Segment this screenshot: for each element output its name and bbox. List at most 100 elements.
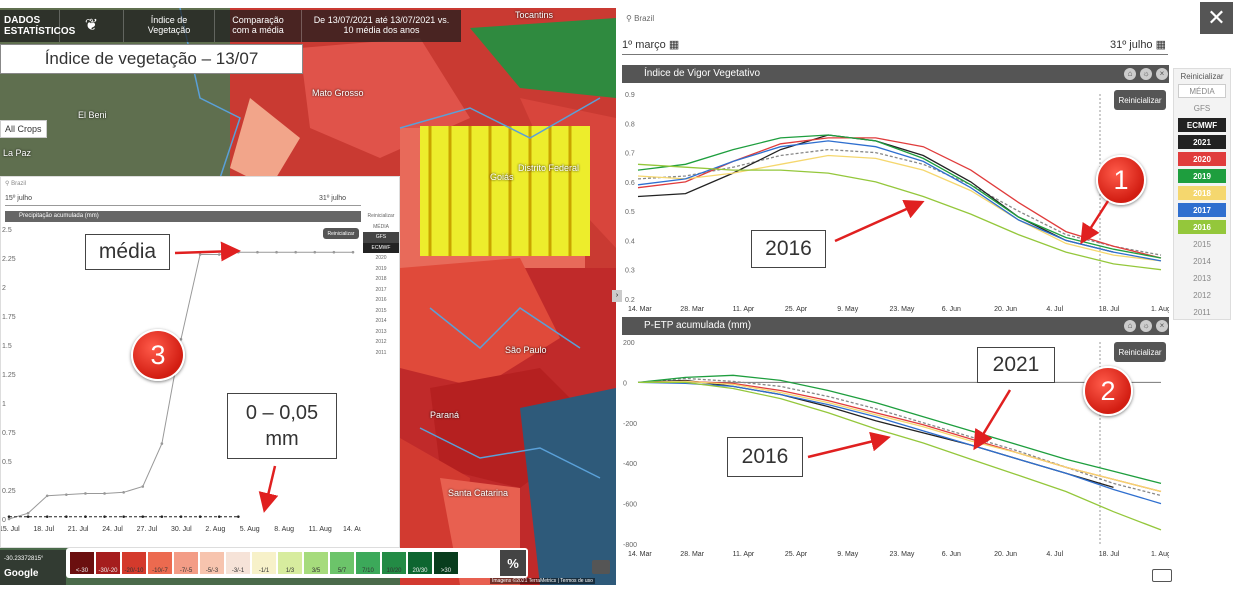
x-tick-label: 15. Jul: [1, 526, 20, 533]
map-title-box: Índice de vegetação – 13/07: [0, 44, 303, 74]
legend-item-2019[interactable]: 2019: [1178, 169, 1226, 183]
legend-swatch[interactable]: -3/-1: [226, 552, 250, 574]
legend-item-média[interactable]: MÉDIA: [1178, 84, 1226, 98]
data-point: [122, 515, 125, 518]
mini-legend-item[interactable]: 2018: [375, 276, 387, 282]
legend-swatch[interactable]: -20/-10: [122, 552, 146, 574]
marker-2: 2: [1083, 366, 1133, 416]
mini-legend-item[interactable]: 2019: [375, 265, 387, 272]
chart-export-button[interactable]: [1152, 569, 1172, 582]
data-point: [160, 515, 164, 518]
y-tick-label: 1.25: [2, 372, 16, 379]
close-icon[interactable]: ×: [1156, 68, 1168, 80]
collapse-handle[interactable]: ›: [612, 290, 622, 302]
legend-swatch[interactable]: 7/10: [356, 552, 380, 574]
vegetation-index-tab[interactable]: Índice de Vegetação: [124, 10, 215, 42]
period-tab[interactable]: De 13/07/2021 até 13/07/2021 vs. 10 médi…: [313, 15, 450, 35]
y-tick-label: 0.6: [625, 180, 635, 187]
map-layers-button[interactable]: [592, 560, 610, 574]
date-end[interactable]: 31º julho: [1110, 39, 1153, 51]
calendar-icon[interactable]: ▦: [1155, 39, 1167, 51]
settings-icon[interactable]: ☼: [1140, 68, 1152, 80]
legend-item-2014[interactable]: 2014: [1193, 256, 1211, 266]
series-line-2019: [637, 374, 1162, 485]
mini-legend-item[interactable]: 2015: [375, 307, 387, 314]
legend-item-ecmwf[interactable]: ECMWF: [1178, 118, 1226, 132]
info-icon[interactable]: ⌂: [1124, 320, 1136, 332]
legend-item-2016[interactable]: 2016: [1178, 220, 1226, 234]
mini-reset-button[interactable]: Reinicializar: [323, 228, 359, 239]
x-tick-label: 5. Aug: [240, 526, 260, 533]
mini-legend-item[interactable]: 2017: [375, 286, 387, 293]
chart2-reset-button[interactable]: Reinicializar: [1114, 342, 1166, 362]
x-tick-label: 18. Jul: [33, 526, 54, 533]
legend-swatch[interactable]: 3/5: [304, 552, 328, 574]
legend-swatch[interactable]: -7/-5: [174, 552, 198, 574]
legend-item-2015[interactable]: 2015: [1193, 239, 1211, 249]
legend-item-gfs[interactable]: GFS: [1193, 103, 1211, 113]
legend-item-2017[interactable]: 2017: [1178, 203, 1226, 217]
x-tick-label: 28. Mar: [680, 551, 704, 558]
calendar-icon[interactable]: ▦: [668, 39, 680, 51]
legend-item-2011[interactable]: 2011: [1193, 307, 1211, 317]
legend-swatch[interactable]: 10/20: [382, 552, 406, 574]
y-tick-label: -200: [623, 421, 637, 428]
data-point: [217, 515, 221, 518]
mini-legend-item[interactable]: GFS: [363, 232, 399, 243]
legend-item-2020[interactable]: 2020: [1178, 152, 1226, 166]
mini-legend-item[interactable]: 2016: [375, 297, 387, 303]
data-point: [313, 250, 317, 254]
all-crops-button[interactable]: All Crops: [0, 120, 47, 138]
legend-swatch[interactable]: -5/-3: [200, 552, 224, 574]
y-tick-label: 0.9: [625, 92, 635, 99]
comparison-tab[interactable]: Comparação com a média: [215, 10, 302, 42]
legend-swatch[interactable]: 1/3: [278, 552, 302, 574]
mini-legend-item[interactable]: 2012: [375, 339, 387, 345]
mini-legend-item[interactable]: 2014: [375, 318, 387, 324]
date-start[interactable]: 1º março: [622, 39, 666, 51]
chart1-reset-button[interactable]: Reinicializar: [1114, 90, 1166, 110]
leaf-icon[interactable]: ❦: [60, 10, 124, 42]
mini-legend-item[interactable]: MÉDIA: [373, 223, 389, 230]
mini-legend-item[interactable]: Reinicializar: [367, 213, 395, 219]
x-tick-label: 1. Aug: [1151, 306, 1169, 313]
legend-swatch[interactable]: 20/30: [408, 552, 432, 574]
place-label: São Paulo: [505, 345, 547, 355]
y-tick-label: 1: [2, 401, 6, 408]
legend-swatch[interactable]: -30/-20: [96, 552, 120, 574]
legend-swatch[interactable]: >30: [434, 552, 458, 574]
x-tick-label: 8. Aug: [274, 526, 294, 533]
legend-swatch[interactable]: -10/-7: [148, 552, 172, 574]
legend-swatch[interactable]: 5/7: [330, 552, 354, 574]
legend-reset[interactable]: Reinicializar: [1180, 72, 1224, 81]
mini-date-end[interactable]: 31º julho: [319, 195, 347, 202]
close-icon[interactable]: ×: [1156, 320, 1168, 332]
series-line-2021: [637, 379, 1114, 489]
chart2-header: P-ETP acumulada (mm): [622, 317, 1169, 335]
mini-legend-item[interactable]: 2013: [375, 328, 387, 335]
x-tick-label: 6. Jun: [942, 551, 961, 558]
date-range-slider[interactable]: [622, 54, 1168, 55]
legend-item-2018[interactable]: 2018: [1178, 186, 1226, 200]
mini-legend-item[interactable]: 2011: [375, 349, 387, 356]
y-tick-label: 0.5: [2, 459, 12, 466]
y-tick-label: -600: [623, 502, 637, 509]
y-tick-label: 1.75: [2, 314, 16, 321]
data-point: [237, 515, 240, 518]
legend-item-2012[interactable]: 2012: [1193, 290, 1211, 300]
x-tick-label: 21. Jul: [68, 526, 89, 533]
info-icon[interactable]: ⌂: [1124, 68, 1136, 80]
legend-swatch[interactable]: <-30: [70, 552, 94, 574]
mini-legend-item[interactable]: 2020: [375, 255, 387, 261]
y-tick-label: 0: [623, 380, 627, 387]
legend-swatch[interactable]: -1/1: [252, 552, 276, 574]
mini-legend-item[interactable]: ECMWF: [363, 242, 399, 253]
legend-item-2021[interactable]: 2021: [1178, 135, 1226, 149]
mini-legend: Reinicializar MÉDIA GFS ECMWF 2020 2019 …: [363, 211, 399, 358]
legend-item-2013[interactable]: 2013: [1193, 273, 1211, 283]
percent-button[interactable]: %: [500, 550, 526, 576]
mini-date-start[interactable]: 15º julho: [5, 195, 33, 202]
close-button[interactable]: ✕: [1200, 2, 1233, 34]
x-tick-label: 6. Jun: [942, 306, 961, 313]
settings-icon[interactable]: ☼: [1140, 320, 1152, 332]
